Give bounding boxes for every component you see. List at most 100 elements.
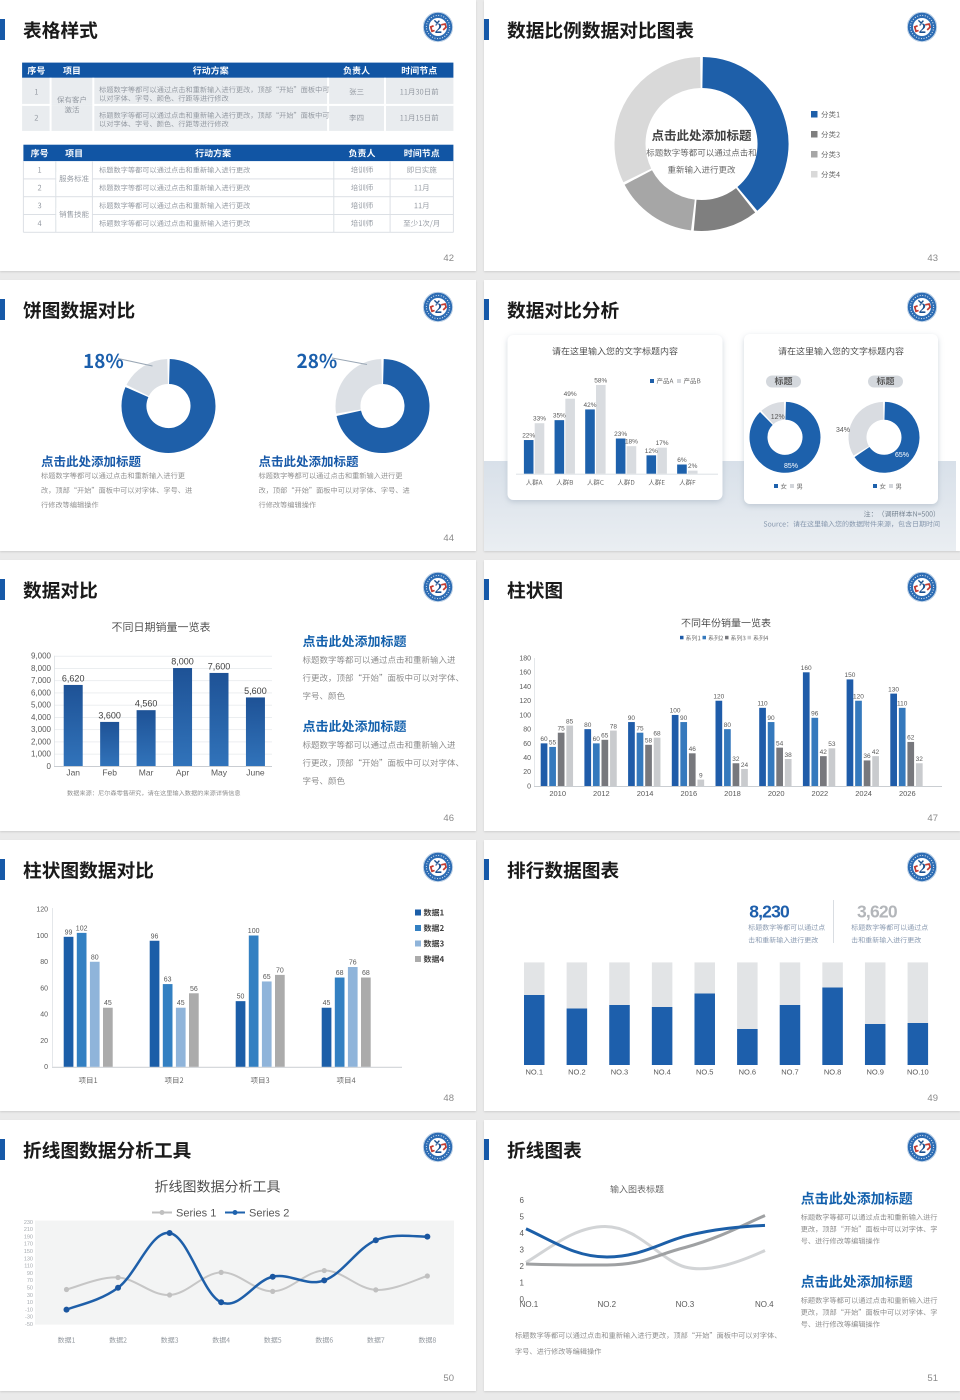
svg-text:5,000: 5,000 [31,701,52,710]
svg-text:3: 3 [520,1245,525,1254]
svg-text:78: 78 [610,723,618,730]
svg-text:100: 100 [248,928,260,935]
svg-text:85%: 85% [784,463,798,470]
svg-text:58: 58 [645,738,653,745]
svg-text:0: 0 [527,783,531,790]
svg-text:40: 40 [40,1012,48,1019]
svg-text:42%: 42% [583,402,596,409]
svg-text:1,000: 1,000 [31,750,52,759]
svg-text:90: 90 [680,715,688,722]
svg-text:80: 80 [91,954,99,961]
svg-text:32: 32 [916,756,924,763]
svg-text:56: 56 [190,986,198,993]
svg-text:2: 2 [919,21,926,37]
svg-text:50: 50 [443,1373,454,1384]
svg-text:2020: 2020 [768,789,785,798]
svg-text:9,000: 9,000 [31,652,52,661]
svg-text:7,600: 7,600 [208,661,231,671]
svg-text:100: 100 [670,708,681,715]
svg-text:160: 160 [801,665,812,672]
svg-text:62: 62 [907,735,915,742]
svg-text:63: 63 [164,977,172,984]
svg-text:58%: 58% [594,377,607,384]
svg-text:55: 55 [549,740,557,747]
svg-text:40: 40 [523,755,531,762]
svg-text:110: 110 [24,1264,33,1270]
svg-text:54: 54 [776,740,784,747]
svg-text:2,000: 2,000 [31,737,52,746]
svg-text:May: May [211,768,228,778]
svg-text:-30: -30 [25,1315,33,1321]
svg-text:NO.6: NO.6 [739,1068,757,1077]
svg-text:75: 75 [557,726,565,733]
svg-text:NO.10: NO.10 [907,1068,929,1077]
svg-text:NO.9: NO.9 [866,1068,884,1077]
svg-text:NO.4: NO.4 [653,1068,671,1077]
svg-text:18%: 18% [625,439,638,446]
svg-text:2: 2 [919,581,926,597]
svg-text:60: 60 [593,736,601,743]
svg-text:47: 47 [927,813,938,824]
svg-text:45: 45 [177,1000,185,1007]
svg-text:80: 80 [523,727,531,734]
svg-text:90: 90 [27,1271,33,1277]
svg-text:2026: 2026 [899,789,916,798]
svg-text:53: 53 [828,741,836,748]
svg-text:2012: 2012 [593,789,610,798]
svg-text:100: 100 [519,712,531,719]
svg-text:NO.1: NO.1 [525,1068,543,1077]
svg-text:4,000: 4,000 [31,713,52,722]
svg-text:20: 20 [523,769,531,776]
svg-text:24: 24 [741,762,749,769]
svg-text:2: 2 [435,21,442,37]
svg-text:NO.7: NO.7 [781,1068,799,1077]
svg-text:23%: 23% [614,431,627,438]
svg-text:76: 76 [349,960,357,967]
svg-text:50: 50 [237,994,245,1001]
svg-text:Feb: Feb [102,768,117,778]
svg-text:2: 2 [919,1141,926,1157]
svg-text:45: 45 [323,1000,331,1007]
svg-text:NO.5: NO.5 [696,1068,714,1077]
svg-text:NO.3: NO.3 [676,1300,695,1309]
svg-text:NO.2: NO.2 [568,1068,586,1077]
svg-text:45: 45 [104,1000,112,1007]
svg-text:-10: -10 [25,1307,33,1313]
svg-text:110: 110 [757,701,768,708]
svg-text:42: 42 [872,749,880,756]
svg-text:85: 85 [566,718,574,725]
svg-text:42: 42 [820,749,828,756]
svg-text:49%: 49% [564,391,577,398]
svg-text:140: 140 [519,684,531,691]
svg-text:3,000: 3,000 [31,725,52,734]
svg-text:6,000: 6,000 [31,688,52,697]
svg-text:70: 70 [276,967,284,974]
svg-text:38: 38 [785,752,793,759]
svg-text:12%: 12% [771,414,785,421]
svg-text:51: 51 [927,1373,938,1384]
svg-text:10: 10 [27,1300,33,1306]
svg-text:65: 65 [601,733,609,740]
svg-text:120: 120 [713,694,724,701]
svg-text:130: 130 [888,686,899,693]
svg-text:60: 60 [540,736,548,743]
svg-text:100: 100 [36,933,48,940]
svg-text:96: 96 [151,933,159,940]
svg-text:2024: 2024 [855,789,872,798]
svg-text:NO.1: NO.1 [520,1300,539,1309]
svg-text:NO.4: NO.4 [755,1300,774,1309]
svg-text:80: 80 [584,722,592,729]
svg-text:46: 46 [689,746,697,753]
svg-text:180: 180 [519,655,531,662]
svg-text:46: 46 [443,813,454,824]
svg-text:65%: 65% [895,452,909,459]
svg-text:2: 2 [919,301,926,317]
svg-text:2: 2 [435,1141,442,1157]
svg-text:210: 210 [24,1227,33,1233]
svg-text:34%: 34% [836,427,850,434]
svg-text:12%: 12% [645,448,658,455]
svg-text:230: 230 [24,1220,33,1226]
svg-text:9: 9 [699,772,703,779]
svg-text:2010: 2010 [549,789,566,798]
svg-text:32: 32 [732,756,740,763]
